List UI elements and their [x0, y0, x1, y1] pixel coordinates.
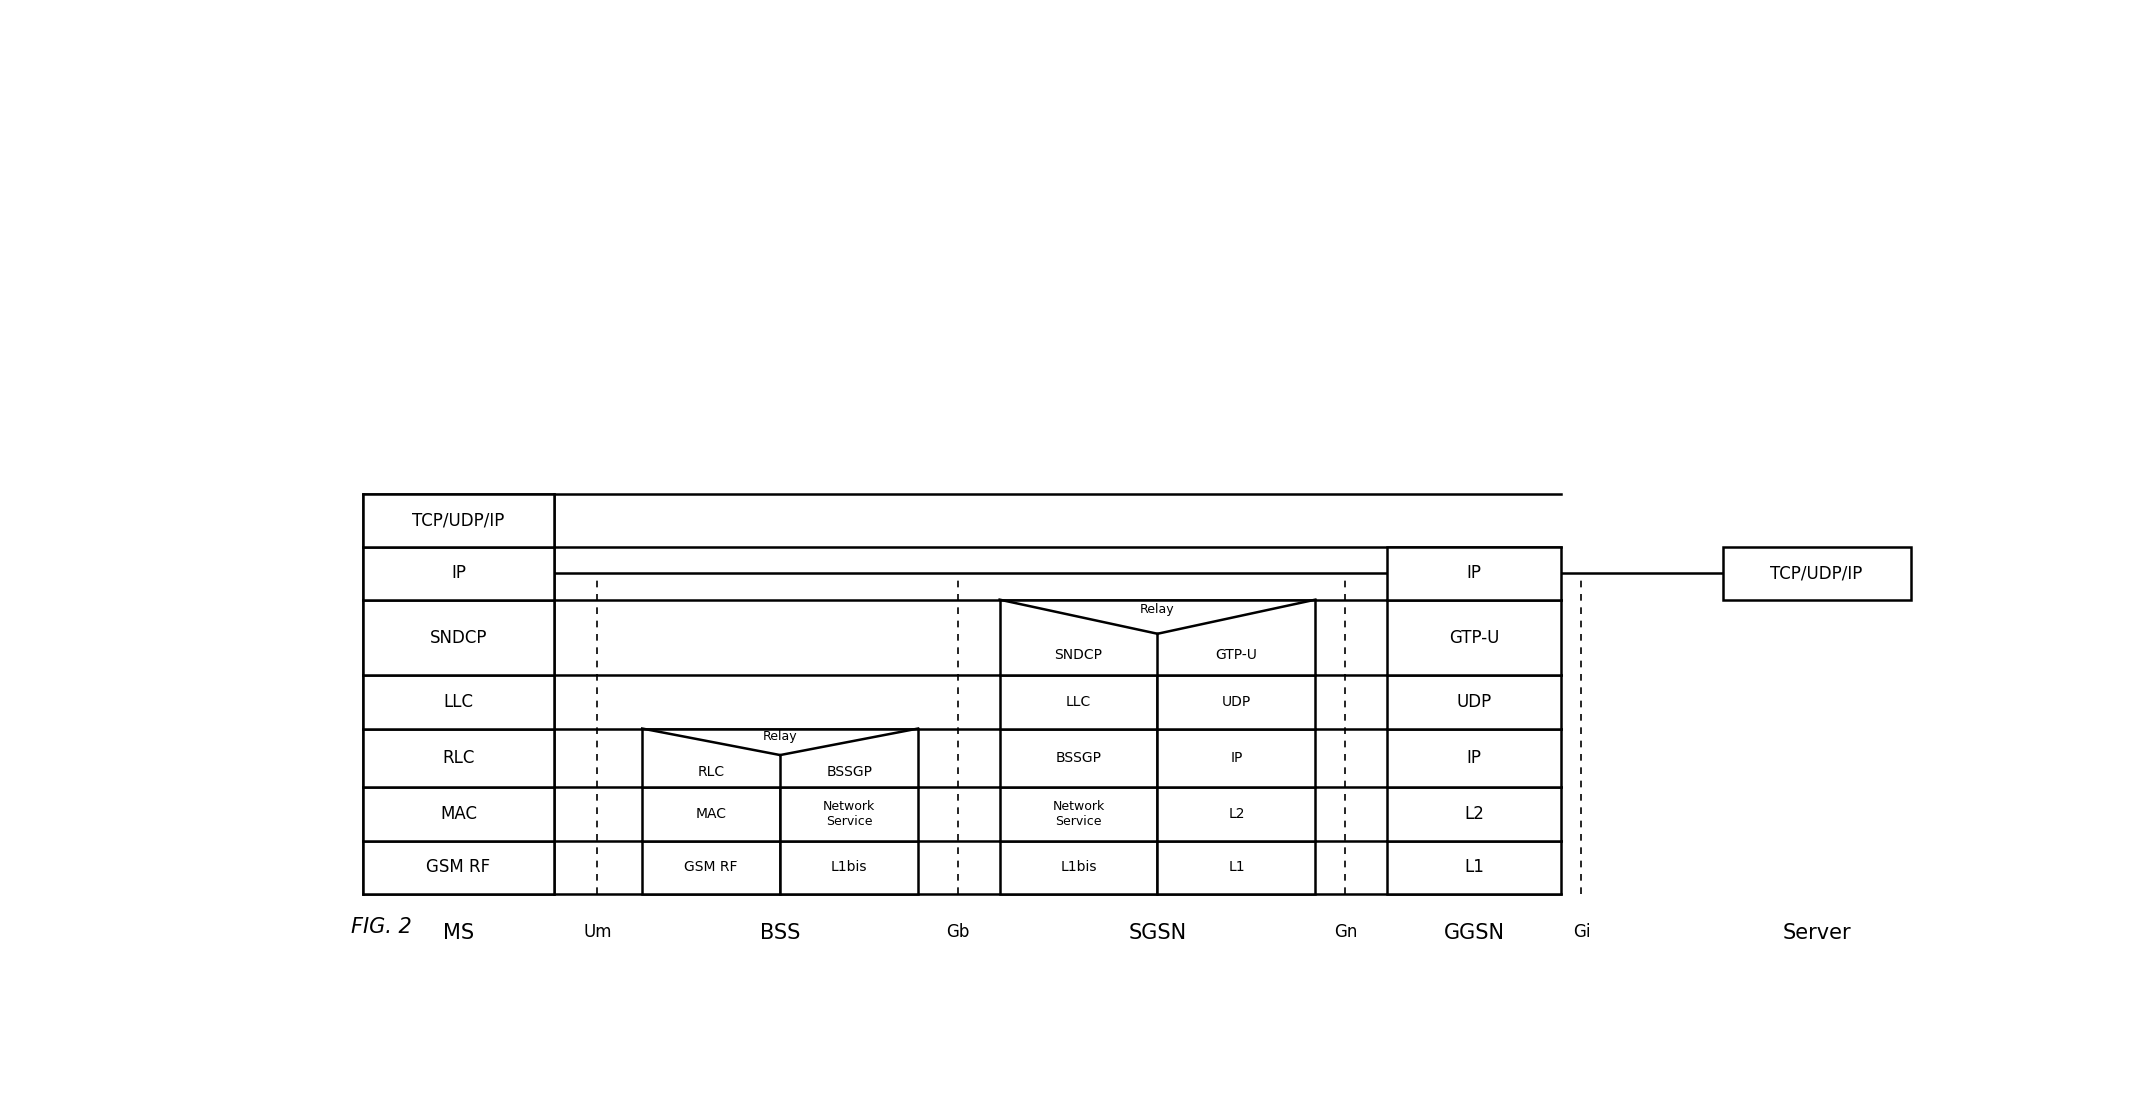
Text: IP: IP — [450, 565, 465, 582]
Text: BSSGP: BSSGP — [826, 765, 873, 779]
Text: L1: L1 — [1465, 858, 1484, 876]
Text: GSM RF: GSM RF — [684, 860, 738, 874]
Bar — [1158, 788, 1315, 840]
Text: TCP/UDP/IP: TCP/UDP/IP — [412, 511, 504, 529]
Bar — [363, 840, 553, 894]
Text: IP: IP — [1231, 750, 1242, 765]
Text: Um: Um — [583, 923, 611, 941]
Text: TCP/UDP/IP: TCP/UDP/IP — [1770, 565, 1862, 582]
Text: Network
Service: Network Service — [1053, 800, 1105, 828]
Bar — [1388, 840, 1562, 894]
Text: Relay: Relay — [1141, 603, 1175, 616]
Bar — [1388, 729, 1562, 788]
Bar — [1388, 675, 1562, 729]
Text: MS: MS — [442, 923, 474, 943]
Text: UDP: UDP — [1456, 693, 1491, 711]
Text: IP: IP — [1467, 565, 1482, 582]
Text: GTP-U: GTP-U — [1450, 629, 1499, 647]
Bar — [1722, 547, 1911, 600]
Text: Gb: Gb — [946, 923, 970, 941]
Text: UDP: UDP — [1223, 695, 1251, 709]
Bar — [641, 729, 918, 788]
Bar — [1000, 729, 1158, 788]
Text: MAC: MAC — [695, 807, 727, 820]
Text: BSS: BSS — [759, 923, 800, 943]
Text: SNDCP: SNDCP — [429, 629, 487, 647]
Bar — [1000, 840, 1158, 894]
Text: GGSN: GGSN — [1444, 923, 1504, 943]
Bar — [363, 729, 553, 788]
Text: SGSN: SGSN — [1128, 923, 1186, 943]
Bar — [1158, 675, 1315, 729]
Bar — [641, 788, 781, 840]
Bar — [1158, 840, 1315, 894]
Bar — [1388, 600, 1562, 675]
Text: RLC: RLC — [697, 765, 725, 779]
Text: FIG. 2: FIG. 2 — [352, 918, 412, 938]
Bar — [1158, 729, 1315, 788]
Text: L2: L2 — [1229, 807, 1244, 820]
Bar — [641, 840, 781, 894]
Text: LLC: LLC — [444, 693, 474, 711]
Text: L1bis: L1bis — [1060, 860, 1096, 874]
Text: L2: L2 — [1465, 805, 1484, 823]
Text: LLC: LLC — [1066, 695, 1092, 709]
Text: SNDCP: SNDCP — [1055, 648, 1103, 662]
Bar — [363, 788, 553, 840]
Bar — [1388, 788, 1562, 840]
Text: MAC: MAC — [440, 805, 476, 823]
Text: Gi: Gi — [1572, 923, 1589, 941]
Bar — [363, 600, 553, 675]
Text: L1: L1 — [1229, 860, 1244, 874]
Text: L1bis: L1bis — [830, 860, 867, 874]
Text: IP: IP — [1467, 749, 1482, 767]
Text: Gn: Gn — [1334, 923, 1358, 941]
Bar — [363, 493, 553, 547]
Bar — [1000, 600, 1315, 675]
Bar — [781, 840, 918, 894]
Text: RLC: RLC — [442, 749, 474, 767]
Text: BSSGP: BSSGP — [1055, 750, 1103, 765]
Bar — [1388, 547, 1562, 600]
Bar — [781, 788, 918, 840]
Text: GSM RF: GSM RF — [427, 858, 491, 876]
Text: Network
Service: Network Service — [824, 800, 875, 828]
Text: Server: Server — [1782, 923, 1851, 943]
Bar — [1000, 675, 1158, 729]
Bar — [363, 547, 553, 600]
Text: GTP-U: GTP-U — [1216, 648, 1257, 662]
Text: Relay: Relay — [764, 730, 798, 743]
Bar — [1000, 788, 1158, 840]
Bar — [363, 675, 553, 729]
